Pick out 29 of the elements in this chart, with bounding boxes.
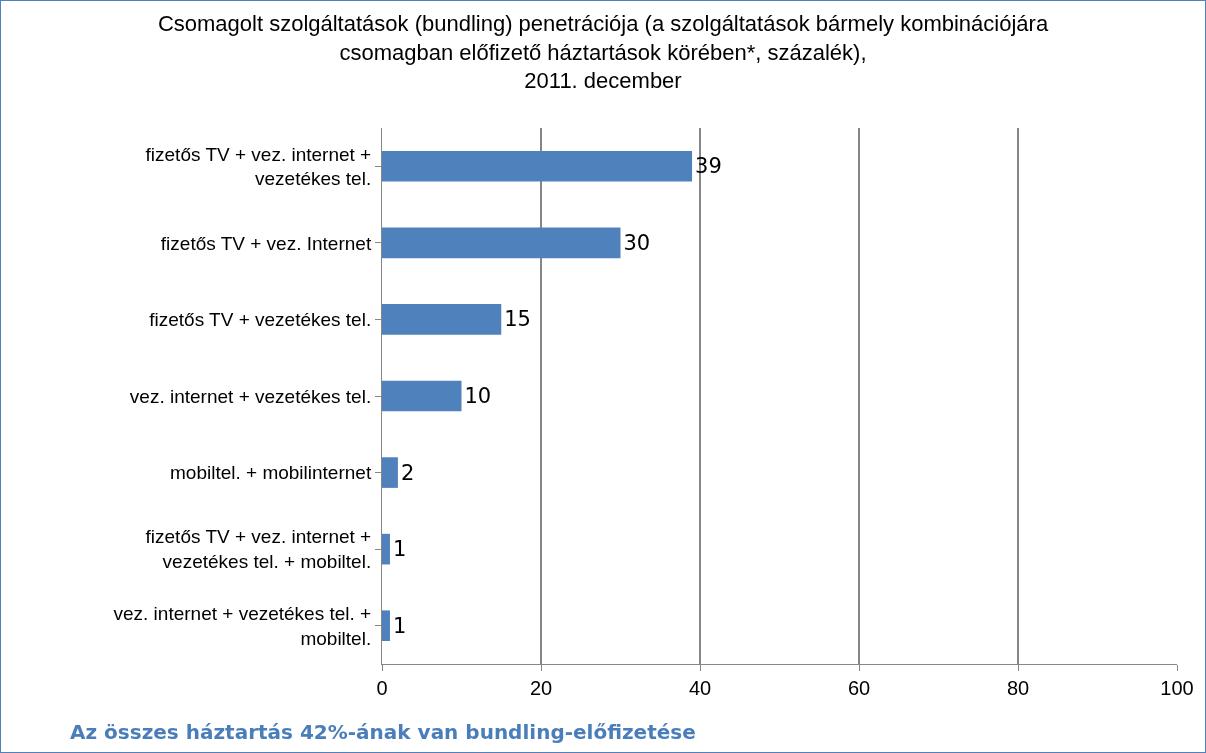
text: Az összes háztartás 42%-ának van bundling-előfizetése	[70, 720, 696, 744]
data-label: 15	[504, 307, 531, 332]
y-tick-label: mobiltel. + mobilinternet	[170, 462, 372, 484]
bar	[382, 380, 462, 412]
data-label: 2	[400, 460, 415, 485]
data-label: 1	[392, 613, 407, 638]
x-tick-label: 40	[688, 677, 712, 699]
x-tick-label: 0	[376, 677, 388, 699]
y-tick-label: fizetős TV + vezetékes tel.	[149, 309, 372, 331]
bar	[382, 610, 390, 642]
y-tick-label: vez. internet + vezetékes tel. + mobiltel.	[113, 603, 372, 649]
y-tick-label: fizetős TV + vez. Internet	[160, 232, 372, 254]
x-tick-label: 80	[1006, 677, 1030, 699]
bar	[382, 533, 390, 565]
bar	[382, 150, 693, 182]
chart-title: Csomagolt szolgáltatások (bundling) penetrációja (a szolgáltatások bármely kombinációjára csomagban előfizető háztartások körében*, százalék), 2011. december	[157, 11, 1049, 94]
y-tick-label: vez. internet + vezetékes tel.	[129, 385, 372, 407]
bar	[382, 457, 398, 488]
data-label: 30	[623, 230, 651, 255]
x-tick-label: 20	[529, 677, 553, 699]
x-tick-label: 60	[847, 677, 871, 699]
y-tick-label: fizetős TV + vez. internet + vezetékes tel.	[145, 143, 372, 190]
bar	[382, 227, 621, 259]
data-label: 1	[392, 537, 407, 562]
y-tick-label: fizetős TV + vez. internet + vezetékes tel. + mobiltel.	[145, 526, 372, 573]
x-tick-label: 100	[1160, 677, 1194, 699]
data-label: 39	[695, 154, 722, 179]
data-label: 10	[464, 384, 492, 408]
bar	[382, 304, 502, 335]
